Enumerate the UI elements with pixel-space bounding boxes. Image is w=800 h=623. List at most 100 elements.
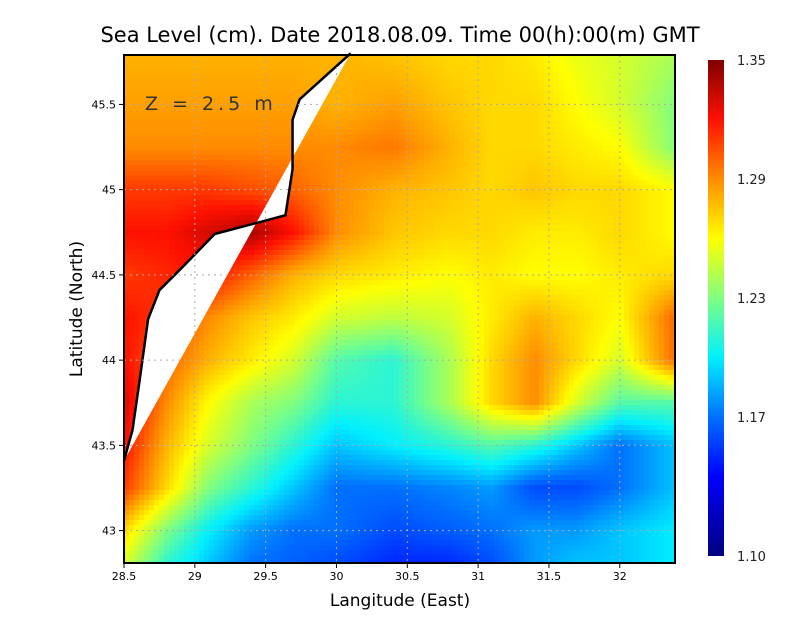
heatmap-cell — [564, 200, 570, 206]
heatmap-cell — [559, 255, 565, 261]
heatmap-cell — [214, 55, 220, 61]
heatmap-cell — [474, 215, 480, 221]
heatmap-cell — [314, 75, 320, 81]
heatmap-cell — [424, 90, 430, 96]
heatmap-cell — [229, 55, 235, 61]
heatmap-cell — [439, 60, 445, 66]
heatmap-cell — [529, 265, 535, 271]
heatmap-cell — [224, 220, 230, 226]
heatmap-cell — [149, 115, 155, 121]
heatmap-cell — [144, 145, 150, 151]
heatmap-cell — [404, 225, 410, 231]
heatmap-cell — [589, 110, 595, 116]
heatmap-cell — [349, 125, 355, 131]
heatmap-cell — [344, 225, 350, 231]
heatmap-cell — [479, 215, 485, 221]
heatmap-cell — [244, 125, 250, 131]
heatmap-cell — [584, 245, 590, 251]
heatmap-cell — [334, 130, 340, 136]
heatmap-cell — [624, 240, 630, 246]
heatmap-cell — [139, 225, 145, 231]
heatmap-cell — [529, 90, 535, 96]
heatmap-cell — [144, 60, 150, 66]
heatmap-cell — [429, 70, 435, 76]
heatmap-cell — [654, 205, 660, 211]
heatmap-cell — [364, 150, 370, 156]
heatmap-cell — [264, 145, 270, 151]
heatmap-cell — [354, 145, 360, 151]
heatmap-cell — [309, 235, 315, 241]
heatmap-cell — [129, 220, 135, 226]
heatmap-cell — [199, 195, 205, 201]
heatmap-cell — [614, 230, 620, 236]
heatmap-cell — [344, 200, 350, 206]
heatmap-cell — [279, 120, 285, 126]
heatmap-cell — [664, 265, 670, 271]
heatmap-cell — [539, 170, 545, 176]
heatmap-cell — [484, 130, 490, 136]
heatmap-cell — [469, 230, 475, 236]
heatmap-cell — [234, 110, 240, 116]
heatmap-cell — [179, 125, 185, 131]
heatmap-cell — [334, 205, 340, 211]
heatmap-cell — [549, 55, 555, 61]
heatmap-cell — [624, 130, 630, 136]
heatmap-cell — [139, 110, 145, 116]
heatmap-cell — [429, 200, 435, 206]
heatmap-cell — [134, 190, 140, 196]
heatmap-cell — [339, 245, 345, 251]
heatmap-cell — [619, 210, 625, 216]
heatmap-cell — [299, 260, 305, 266]
heatmap-cell — [534, 255, 540, 261]
heatmap-cell — [519, 95, 525, 101]
heatmap-cell — [179, 65, 185, 71]
heatmap-cell — [644, 70, 650, 76]
heatmap-cell — [464, 225, 470, 231]
heatmap-cell — [629, 255, 635, 261]
heatmap-cell — [209, 205, 215, 211]
heatmap-cell — [239, 80, 245, 86]
heatmap-cell — [244, 210, 250, 216]
heatmap-cell — [634, 170, 640, 176]
heatmap-cell — [194, 225, 200, 231]
heatmap-cell — [664, 165, 670, 171]
heatmap-cell — [159, 170, 165, 176]
heatmap-cell — [409, 95, 415, 101]
heatmap-cell — [574, 100, 580, 106]
heatmap-cell — [274, 220, 280, 226]
heatmap-cell — [249, 260, 255, 266]
heatmap-cell — [524, 255, 530, 261]
heatmap-cell — [299, 140, 305, 146]
heatmap-cell — [264, 200, 270, 206]
heatmap-cell — [459, 230, 465, 236]
heatmap-cell — [269, 235, 275, 241]
heatmap-cell — [619, 180, 625, 186]
heatmap-cell — [229, 165, 235, 171]
heatmap-cell — [219, 65, 225, 71]
heatmap-cell — [134, 80, 140, 86]
heatmap-cell — [284, 260, 290, 266]
heatmap-cell — [584, 65, 590, 71]
heatmap-cell — [169, 140, 175, 146]
heatmap-cell — [359, 180, 365, 186]
heatmap-cell — [634, 130, 640, 136]
heatmap-cell — [634, 245, 640, 251]
heatmap-cell — [584, 235, 590, 241]
heatmap-cell — [639, 245, 645, 251]
heatmap-cell — [254, 175, 260, 181]
heatmap-cell — [359, 160, 365, 166]
heatmap-cell — [584, 120, 590, 126]
heatmap-cell — [174, 95, 180, 101]
heatmap-cell — [594, 100, 600, 106]
heatmap-cell — [319, 185, 325, 191]
heatmap-cell — [509, 170, 515, 176]
heatmap-cell — [524, 160, 530, 166]
heatmap-cell — [334, 255, 340, 261]
heatmap-cell — [269, 190, 275, 196]
heatmap-cell — [589, 150, 595, 156]
heatmap-cell — [654, 70, 660, 76]
heatmap-cell — [464, 275, 470, 281]
heatmap-cell — [414, 185, 420, 191]
heatmap-cell — [229, 170, 235, 176]
